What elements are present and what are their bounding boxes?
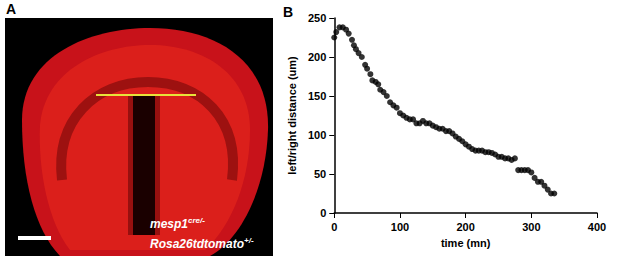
svg-text:A: A bbox=[6, 1, 16, 17]
svg-text:100: 100 bbox=[391, 221, 409, 233]
svg-text:250: 250 bbox=[308, 12, 326, 24]
svg-text:300: 300 bbox=[522, 221, 540, 233]
svg-text:B: B bbox=[283, 4, 293, 20]
svg-text:150: 150 bbox=[308, 90, 326, 102]
svg-text:200: 200 bbox=[456, 221, 474, 233]
svg-text:0: 0 bbox=[331, 221, 337, 233]
svg-text:200: 200 bbox=[308, 51, 326, 63]
svg-text:100: 100 bbox=[308, 129, 326, 141]
svg-text:50: 50 bbox=[314, 168, 326, 180]
svg-text:time (mn): time (mn) bbox=[441, 237, 491, 249]
svg-text:left/right distance (um): left/right distance (um) bbox=[286, 56, 298, 175]
svg-text:mesp1cre/-: mesp1cre/- bbox=[150, 216, 205, 231]
svg-text:Rosa26tdtomato+/-: Rosa26tdtomato+/- bbox=[150, 236, 254, 251]
svg-text:400: 400 bbox=[588, 221, 606, 233]
svg-text:0: 0 bbox=[320, 207, 326, 219]
